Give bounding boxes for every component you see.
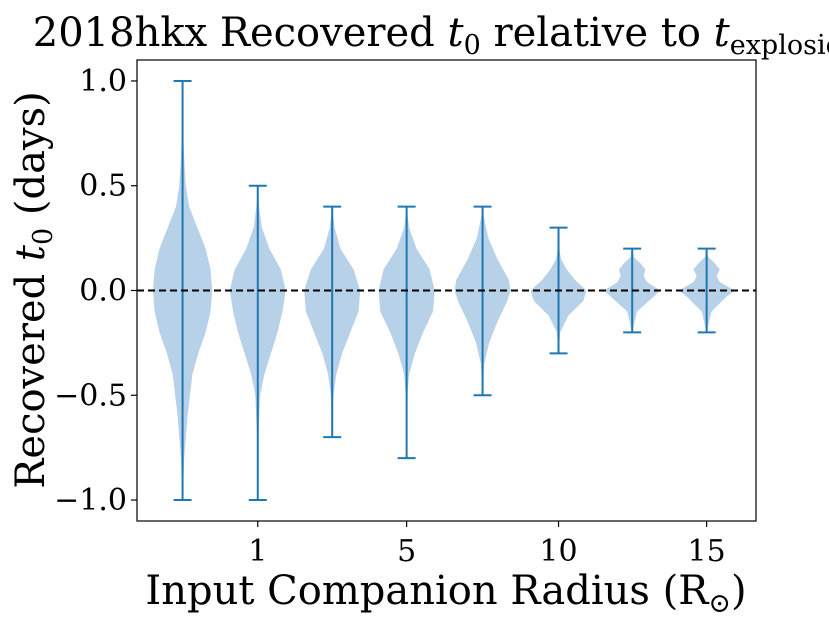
y-axis-label: Recovered t0 (days) bbox=[8, 91, 59, 488]
y-tick-label-5: −1.0 bbox=[54, 483, 127, 518]
x-tick-label-1: 1 bbox=[248, 534, 267, 569]
x-tick-label-2: 5 bbox=[397, 534, 416, 569]
x-axis-label: Input Companion Radius (R⊙) bbox=[145, 568, 746, 619]
plot-area: 1.00.50.0−0.5−1.01 5 10 15 bbox=[54, 59, 757, 569]
y-tick-label-2: 0.5 bbox=[79, 169, 127, 204]
x-tick-label-3: 10 bbox=[539, 534, 577, 569]
chart-title: 2018hkx Recovered t0 relative to texplos… bbox=[33, 10, 829, 61]
y-tick-label-3: 0.0 bbox=[79, 274, 127, 309]
y-tick-label-4: −0.5 bbox=[54, 378, 127, 413]
y-tick-label-1: 1.0 bbox=[79, 64, 127, 99]
x-tick-label-4: 15 bbox=[688, 534, 726, 569]
